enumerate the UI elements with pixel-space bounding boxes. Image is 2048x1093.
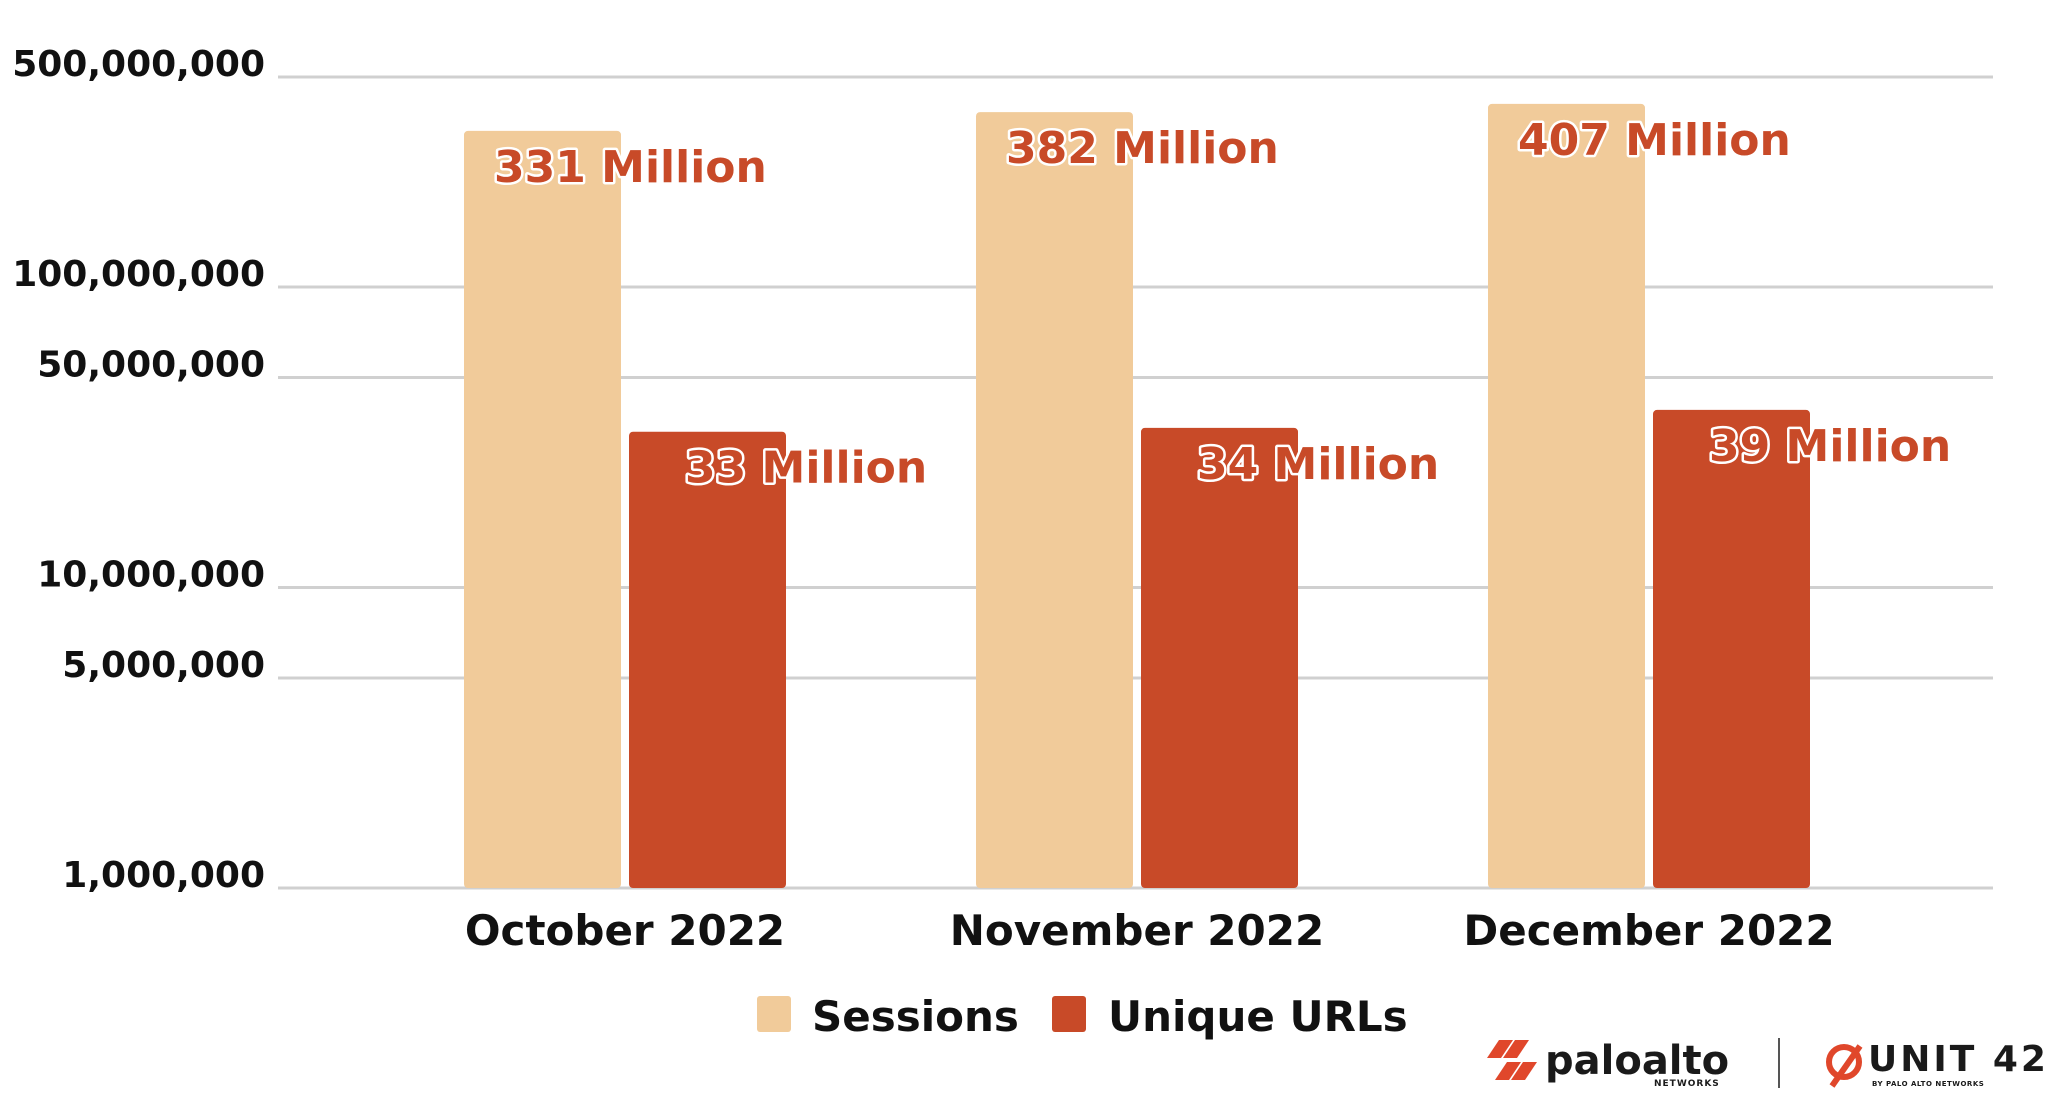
unit42-logo-subtext: BY PALO ALTO NETWORKS — [1872, 1080, 1984, 1088]
data-label-unique-urls: 34 Million — [1197, 439, 1439, 490]
x-category-label: November 2022 — [950, 906, 1324, 955]
bar-sessions — [976, 112, 1133, 889]
legend: Sessions Unique URLs — [757, 992, 1408, 1041]
paloalto-chevron-1 — [1487, 1040, 1513, 1058]
bar-unique-urls — [629, 431, 786, 888]
y-tick-label: 500,000,000 — [12, 44, 265, 85]
unit42-mark-slash — [1829, 1044, 1863, 1088]
unit42-logo-text: UNIT 42 — [1868, 1039, 2048, 1080]
legend-swatch-sessions — [757, 996, 791, 1032]
y-tick-label: 100,000,000 — [12, 254, 265, 295]
legend-label-unique-urls: Unique URLs — [1108, 992, 1408, 1041]
legend-swatch-unique-urls — [1052, 996, 1086, 1032]
legend-label-sessions: Sessions — [812, 992, 1019, 1041]
y-tick-label: 10,000,000 — [37, 555, 265, 596]
data-label-unique-urls: 39 Million — [1709, 421, 1951, 472]
paloalto-chevron-4 — [1511, 1062, 1537, 1080]
paloalto-chevron-2 — [1503, 1040, 1529, 1058]
paloalto-chevrons-icon — [1487, 1040, 1537, 1080]
unit42-mark-icon — [1826, 1044, 1863, 1088]
bar-sessions — [464, 130, 621, 889]
x-category-label: October 2022 — [465, 906, 785, 955]
paloalto-chevron-3 — [1495, 1062, 1521, 1080]
y-tick-label: 5,000,000 — [62, 645, 265, 686]
x-axis-category-labels: October 2022 November 2022 December 2022 — [465, 906, 1835, 955]
bar-sessions — [1488, 103, 1645, 889]
y-tick-label: 50,000,000 — [37, 344, 265, 385]
paloalto-logo-text: paloalto — [1545, 1038, 1729, 1084]
x-category-label: December 2022 — [1463, 906, 1834, 955]
y-axis-tick-labels: 500,000,000 100,000,000 50,000,000 10,000,0… — [12, 44, 265, 896]
branding-footer: paloalto NETWORKS UNIT 42 BY PALO ALTO N… — [1487, 1038, 2048, 1089]
data-label-unique-urls: 33 Million — [685, 443, 927, 494]
data-label-sessions: 382 Million — [1006, 123, 1279, 174]
y-tick-label: 1,000,000 — [62, 855, 265, 896]
bar-unique-urls — [1141, 427, 1298, 888]
unit42-mark-ring — [1826, 1044, 1862, 1080]
data-label-sessions: 331 Million — [494, 142, 767, 193]
bar-unique-urls — [1653, 409, 1810, 888]
bars — [464, 103, 1810, 889]
data-labels: 331 Million 33 Million 382 Million 34 Milli… — [492, 112, 1954, 496]
data-label-sessions: 407 Million — [1518, 115, 1791, 166]
paloalto-logo-subtext: NETWORKS — [1654, 1079, 1720, 1089]
